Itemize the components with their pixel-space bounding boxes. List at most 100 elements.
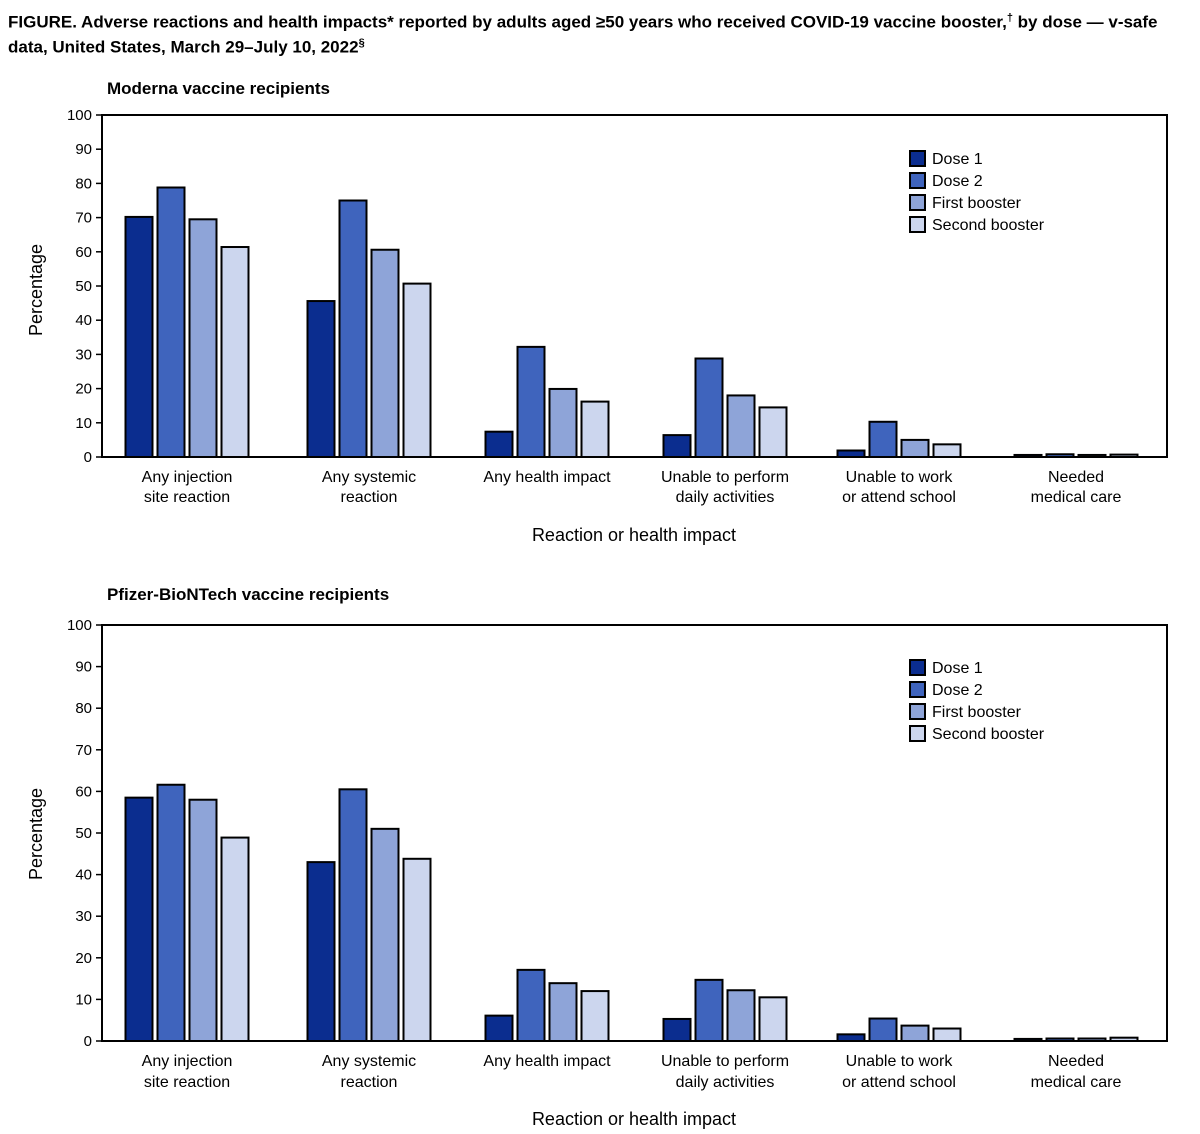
x-category-label: or attend school <box>842 1074 956 1091</box>
plot-frame <box>101 114 1168 458</box>
x-category-label: daily activities <box>676 1074 775 1091</box>
legend-swatch-second-booster <box>909 216 926 233</box>
bar-dose-2-needed-medical-care <box>1045 453 1075 459</box>
x-category-label: Any health impact <box>483 1053 611 1070</box>
y-tick-label: 0 <box>84 1033 92 1050</box>
bar-dose-1-any-health-impact <box>484 1014 514 1042</box>
x-category-label: Unable to perform <box>661 469 789 486</box>
y-tick-label: 90 <box>75 659 92 676</box>
y-tick-label: 50 <box>75 825 92 842</box>
y-tick-label: 50 <box>75 278 92 295</box>
bar-first-booster-needed-medical-care <box>1077 1037 1107 1042</box>
y-tick-label: 10 <box>75 415 92 432</box>
y-tick-label: 30 <box>75 908 92 925</box>
x-category-label: Needed <box>1048 469 1104 486</box>
bar-dose-2-any-health-impact <box>516 345 546 459</box>
bar-second-booster-any-health-impact <box>580 990 610 1042</box>
legend-label-dose-1: Dose 1 <box>932 660 983 677</box>
bar-first-booster-unable-to-work-or-attend-school <box>900 438 930 458</box>
bar-dose-2-any-health-impact <box>516 968 546 1043</box>
plot-frame <box>101 624 1168 1042</box>
bar-second-booster-unable-to-work-or-attend-school <box>932 443 962 459</box>
bar-dose-1-any-systemic-reaction <box>306 300 336 458</box>
bar-first-booster-any-health-impact <box>548 982 578 1042</box>
bar-first-booster-any-health-impact <box>548 387 578 458</box>
legend-swatch-first-booster <box>909 194 926 211</box>
bar-dose-1-any-health-impact <box>484 430 514 458</box>
bar-second-booster-any-health-impact <box>580 400 610 459</box>
bar-dose-1-any-systemic-reaction <box>306 861 336 1042</box>
x-category-label: Any injection <box>142 469 233 486</box>
legend-swatch-dose-2 <box>909 172 926 189</box>
legend-label-second-booster: Second booster <box>932 726 1045 743</box>
legend-swatch-first-booster <box>909 703 926 720</box>
y-axis-label: Percentage <box>26 244 46 336</box>
y-tick-label: 40 <box>75 312 92 329</box>
legend-label-dose-2: Dose 2 <box>932 682 983 699</box>
y-tick-label: 60 <box>75 783 92 800</box>
x-category-label: Any systemic <box>322 469 416 486</box>
y-tick-label: 80 <box>75 175 92 192</box>
bar-first-booster-needed-medical-care <box>1077 453 1107 458</box>
legend-label-dose-2: Dose 2 <box>932 173 983 190</box>
figure-title: FIGURE. Adverse reactions and health imp… <box>8 12 1158 57</box>
x-category-label: Unable to work <box>846 1053 954 1070</box>
legend-swatch-dose-1 <box>909 659 926 676</box>
x-category-label: Any systemic <box>322 1053 416 1070</box>
x-category-label: reaction <box>341 1074 398 1091</box>
bar-second-booster-any-systemic-reaction <box>402 282 432 458</box>
y-tick-label: 70 <box>75 742 92 759</box>
y-tick-label: 60 <box>75 244 92 261</box>
x-category-label: medical care <box>1031 1074 1122 1091</box>
bar-dose-1-unable-to-perform-daily-activities <box>662 434 692 458</box>
x-category-label: Any health impact <box>483 469 611 486</box>
x-category-label: daily activities <box>676 489 775 506</box>
bar-second-booster-needed-medical-care <box>1109 453 1139 458</box>
legend-label-dose-1: Dose 1 <box>932 151 983 168</box>
chart-title: Pfizer-BioNTech vaccine recipients <box>107 585 389 604</box>
bar-second-booster-any-injection-site-reaction <box>220 246 250 458</box>
legend-label-second-booster: Second booster <box>932 217 1045 234</box>
bar-first-booster-any-injection-site-reaction <box>188 218 218 458</box>
legend-label-first-booster: First booster <box>932 195 1022 212</box>
x-category-label: site reaction <box>144 1074 230 1091</box>
y-axis-label: Percentage <box>26 788 46 880</box>
legend-swatch-dose-2 <box>909 681 926 698</box>
bar-dose-2-unable-to-work-or-attend-school <box>868 1017 898 1043</box>
y-tick-label: 100 <box>67 107 92 124</box>
y-tick-label: 40 <box>75 867 92 884</box>
bar-dose-2-needed-medical-care <box>1045 1037 1075 1042</box>
bar-second-booster-unable-to-perform-daily-activities <box>758 996 788 1043</box>
x-axis-label: Reaction or health impact <box>532 525 736 545</box>
bar-first-booster-any-injection-site-reaction <box>188 798 218 1042</box>
bar-dose-2-unable-to-work-or-attend-school <box>868 420 898 458</box>
y-tick-label: 20 <box>75 950 92 967</box>
legend-swatch-second-booster <box>909 725 926 742</box>
bar-first-booster-any-systemic-reaction <box>370 248 400 458</box>
y-tick-label: 80 <box>75 700 92 717</box>
bar-dose-2-unable-to-perform-daily-activities <box>694 978 724 1042</box>
y-tick-label: 10 <box>75 991 92 1008</box>
x-category-label: Unable to perform <box>661 1053 789 1070</box>
bar-dose-2-any-systemic-reaction <box>338 788 368 1042</box>
bar-second-booster-needed-medical-care <box>1109 1036 1139 1042</box>
bar-dose-2-any-injection-site-reaction <box>156 783 186 1043</box>
y-tick-label: 100 <box>67 617 92 634</box>
bar-dose-1-unable-to-work-or-attend-school <box>836 449 866 459</box>
bar-dose-1-unable-to-perform-daily-activities <box>662 1017 692 1042</box>
bar-first-booster-unable-to-perform-daily-activities <box>726 989 756 1042</box>
bar-dose-2-any-injection-site-reaction <box>156 186 186 458</box>
bar-dose-2-unable-to-perform-daily-activities <box>694 357 724 458</box>
y-tick-label: 30 <box>75 346 92 363</box>
y-tick-label: 70 <box>75 210 92 227</box>
bar-dose-2-any-systemic-reaction <box>338 199 368 458</box>
bar-dose-1-any-injection-site-reaction <box>124 796 154 1042</box>
x-category-label: Unable to work <box>846 469 954 486</box>
x-category-label: reaction <box>341 489 398 506</box>
moderna-bar-chart: Moderna vaccine recipients 0 10 20 30 40 50 60 7… <box>26 79 1168 545</box>
bar-dose-1-any-injection-site-reaction <box>124 215 154 458</box>
y-tick-label: 20 <box>75 381 92 398</box>
x-category-label: Any injection <box>142 1053 233 1070</box>
bar-second-booster-unable-to-perform-daily-activities <box>758 406 788 459</box>
x-category-label: medical care <box>1031 489 1122 506</box>
